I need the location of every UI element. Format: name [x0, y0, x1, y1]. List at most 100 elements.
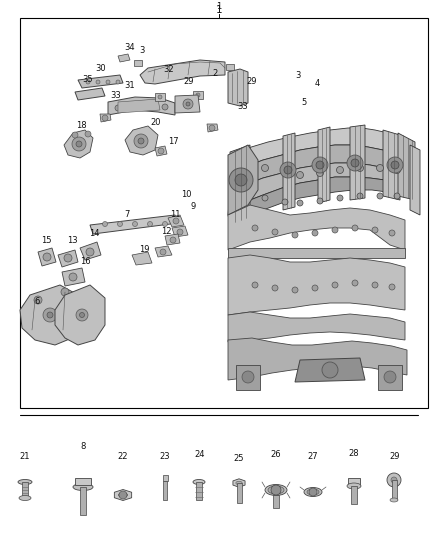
Polygon shape — [228, 248, 405, 258]
Polygon shape — [140, 60, 225, 84]
Polygon shape — [228, 312, 405, 342]
Ellipse shape — [18, 480, 32, 484]
Polygon shape — [90, 215, 178, 234]
Circle shape — [336, 166, 343, 174]
Bar — [348, 478, 360, 486]
Circle shape — [272, 229, 278, 235]
Circle shape — [282, 168, 289, 175]
Text: 11: 11 — [170, 210, 180, 219]
Text: 25: 25 — [233, 454, 244, 463]
Text: 5: 5 — [302, 98, 307, 107]
Circle shape — [43, 253, 51, 261]
Text: 35: 35 — [82, 76, 93, 84]
Circle shape — [377, 193, 383, 199]
Circle shape — [209, 125, 215, 131]
Polygon shape — [55, 285, 105, 345]
Polygon shape — [155, 146, 167, 156]
Circle shape — [47, 312, 53, 318]
Circle shape — [372, 227, 378, 233]
Circle shape — [117, 222, 123, 227]
Text: 34: 34 — [124, 44, 134, 52]
Polygon shape — [233, 479, 245, 487]
Text: 1: 1 — [216, 2, 222, 11]
Circle shape — [332, 227, 338, 233]
Polygon shape — [155, 93, 165, 101]
Circle shape — [284, 166, 292, 174]
Polygon shape — [229, 163, 412, 210]
Circle shape — [357, 193, 363, 199]
Text: 12: 12 — [161, 227, 172, 236]
Circle shape — [102, 115, 108, 121]
Circle shape — [85, 131, 91, 137]
Text: 18: 18 — [76, 121, 86, 130]
Circle shape — [64, 254, 72, 262]
Circle shape — [337, 195, 343, 201]
Polygon shape — [168, 215, 184, 227]
Text: 3: 3 — [295, 71, 300, 80]
Polygon shape — [228, 338, 407, 380]
Circle shape — [332, 282, 338, 288]
Polygon shape — [114, 489, 132, 500]
Circle shape — [96, 80, 100, 84]
Circle shape — [391, 477, 397, 483]
Circle shape — [384, 371, 396, 383]
Circle shape — [391, 161, 399, 169]
Polygon shape — [193, 91, 203, 99]
Circle shape — [297, 172, 304, 179]
Circle shape — [347, 155, 363, 171]
Circle shape — [394, 193, 400, 199]
Circle shape — [76, 309, 88, 321]
Circle shape — [297, 200, 303, 206]
Ellipse shape — [390, 498, 398, 502]
Text: 3: 3 — [140, 46, 145, 55]
Polygon shape — [20, 285, 80, 345]
Polygon shape — [175, 95, 200, 113]
Text: 17: 17 — [168, 137, 178, 146]
Circle shape — [271, 485, 281, 495]
Polygon shape — [351, 486, 357, 504]
Polygon shape — [118, 54, 130, 62]
Bar — [75, 478, 91, 485]
Circle shape — [262, 195, 268, 201]
Polygon shape — [22, 482, 28, 498]
Text: 8: 8 — [81, 442, 86, 450]
Circle shape — [372, 282, 378, 288]
Polygon shape — [75, 88, 105, 100]
Circle shape — [72, 132, 78, 138]
Circle shape — [317, 169, 324, 176]
Circle shape — [69, 273, 77, 281]
Polygon shape — [228, 145, 258, 215]
Circle shape — [177, 229, 183, 235]
Circle shape — [357, 165, 364, 172]
Ellipse shape — [73, 483, 93, 490]
Polygon shape — [64, 130, 93, 158]
Polygon shape — [273, 495, 279, 508]
Polygon shape — [392, 480, 396, 500]
Ellipse shape — [193, 480, 205, 484]
Polygon shape — [165, 234, 180, 245]
Circle shape — [242, 371, 254, 383]
Circle shape — [377, 165, 384, 172]
Text: 21: 21 — [20, 453, 30, 461]
Text: 13: 13 — [67, 237, 78, 245]
Polygon shape — [118, 99, 160, 113]
Bar — [20, 415, 418, 533]
Circle shape — [102, 222, 107, 227]
Circle shape — [160, 249, 166, 255]
Polygon shape — [228, 255, 405, 315]
Bar — [162, 475, 167, 481]
Polygon shape — [172, 226, 188, 237]
Text: 16: 16 — [80, 257, 91, 265]
Polygon shape — [230, 152, 238, 215]
Circle shape — [116, 80, 120, 84]
Circle shape — [133, 222, 138, 227]
Ellipse shape — [19, 496, 31, 500]
Polygon shape — [163, 481, 167, 500]
Text: 29: 29 — [247, 77, 257, 85]
Circle shape — [86, 248, 94, 256]
Polygon shape — [398, 133, 415, 200]
Text: 6: 6 — [35, 297, 40, 305]
Ellipse shape — [304, 488, 322, 497]
Text: 33: 33 — [111, 92, 121, 100]
Polygon shape — [230, 145, 250, 225]
